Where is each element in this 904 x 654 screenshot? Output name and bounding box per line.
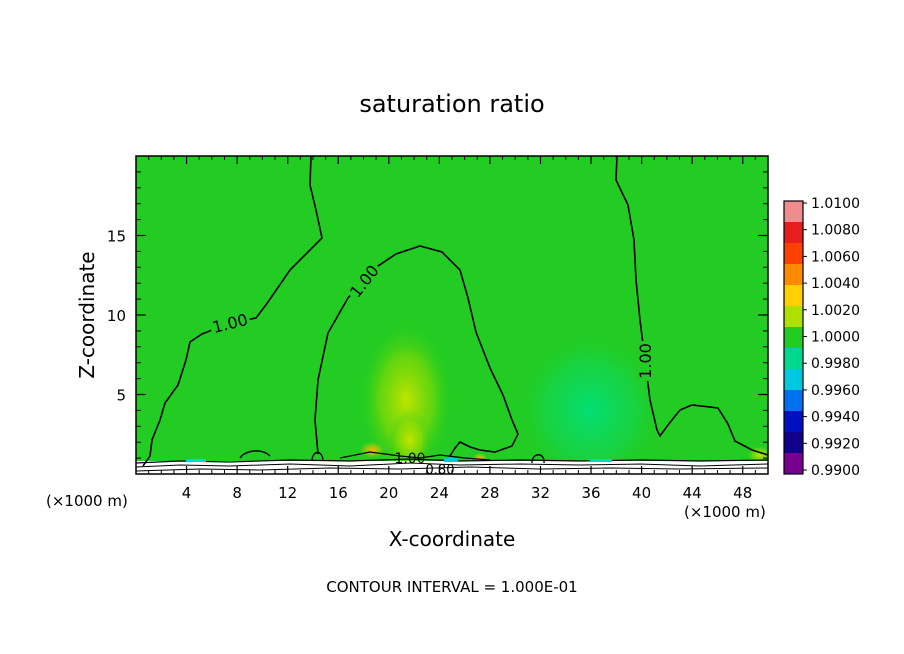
x-tick-label-10: 44 — [683, 484, 702, 502]
x-tick-label-11: 48 — [733, 484, 752, 502]
colorbar-swatch-7 — [784, 348, 803, 370]
x-tick-label-9: 40 — [632, 484, 651, 502]
colorbar: 1.0100 1.0080 1.0060 1.0040 1.0020 1.0000 0.99… — [783, 196, 860, 479]
colorbar-swatch-10 — [784, 411, 803, 433]
y-tick-label-2: 15 — [107, 228, 126, 246]
colorbar-swatch-8 — [784, 369, 803, 391]
colorbar-swatch-4 — [784, 285, 803, 307]
colorbar-swatch-1 — [784, 222, 803, 244]
x-tick-label-8: 36 — [581, 484, 600, 502]
colorbar-swatch-11 — [784, 432, 803, 454]
contour-central — [314, 245, 519, 457]
plot-area — [136, 156, 768, 474]
x-tick-label-6: 28 — [480, 484, 499, 502]
x-tick-label-2: 12 — [278, 484, 297, 502]
contour-label-5: 0.80 — [426, 463, 455, 478]
colorbar-label-4: 1.0020 — [811, 303, 860, 319]
x-axis: 4 8 12 16 20 24 28 32 36 40 44 48 — [148, 156, 756, 502]
contour-left — [142, 156, 323, 467]
surface-contour-2 — [136, 462, 768, 468]
contour-small-3 — [531, 454, 545, 464]
colorbar-label-3: 1.0040 — [811, 276, 860, 292]
x-tick-label-4: 20 — [379, 484, 398, 502]
orange-spot-1 — [360, 442, 384, 458]
contour-label-3: 1.00 — [636, 343, 655, 379]
x-tick-label-5: 24 — [430, 484, 449, 502]
colorbar-label-10: 0.9900 — [811, 463, 860, 479]
x-axis-label: X-coordinate — [389, 527, 516, 551]
y-tick-label-1: 10 — [107, 307, 126, 325]
colorbar-swatch-6 — [784, 327, 803, 349]
colorbar-swatch-12 — [784, 453, 803, 475]
colorbar-label-9: 0.9920 — [811, 436, 860, 452]
surface-cyan-1 — [186, 459, 206, 462]
y-axis: 5 10 15 — [107, 171, 768, 459]
colorbar-label-1: 1.0080 — [811, 223, 860, 239]
surface-contour-3 — [136, 466, 768, 472]
colorbar-swatch-9 — [784, 390, 803, 412]
colorbar-label-8: 0.9940 — [811, 410, 860, 426]
contour-near-surface — [339, 451, 491, 461]
contour-label-4: 1.00 — [394, 451, 425, 467]
colorbar-swatch-3 — [784, 264, 803, 286]
x-tick-label-3: 16 — [329, 484, 348, 502]
contour-small-1 — [239, 450, 271, 459]
chart-title: saturation ratio — [359, 90, 544, 118]
contour-interval-note: CONTOUR INTERVAL = 1.000E-01 — [326, 578, 577, 596]
surface-cyan-2 — [444, 458, 458, 462]
surface-contour-1 — [136, 458, 768, 464]
colorbar-label-2: 1.0060 — [811, 249, 860, 265]
x-tick-label-0: 4 — [182, 484, 192, 502]
contour-right — [615, 156, 768, 456]
supersaturation-core — [388, 410, 432, 470]
contour-small-2 — [311, 451, 324, 461]
y-axis-label: Z-coordinate — [75, 251, 99, 378]
y-tick-label-0: 5 — [116, 387, 126, 405]
x-tick-label-1: 8 — [232, 484, 242, 502]
colorbar-label-7: 0.9960 — [811, 383, 860, 399]
x-tick-label-7: 32 — [531, 484, 550, 502]
x-unit-left: (×1000 m) — [46, 492, 128, 510]
colorbar-swatch-0 — [784, 201, 803, 223]
colorbar-label-6: 0.9980 — [811, 356, 860, 372]
x-unit-right: (×1000 m) — [684, 503, 766, 521]
subsaturation-plume — [515, 330, 665, 474]
colorbar-swatch-2 — [784, 243, 803, 265]
colorbar-label-5: 1.0000 — [811, 330, 860, 346]
colorbar-label-0: 1.0100 — [811, 196, 860, 212]
colorbar-swatch-5 — [784, 306, 803, 328]
colorbar-frame — [783, 200, 804, 475]
surface-cyan-3 — [590, 459, 612, 462]
